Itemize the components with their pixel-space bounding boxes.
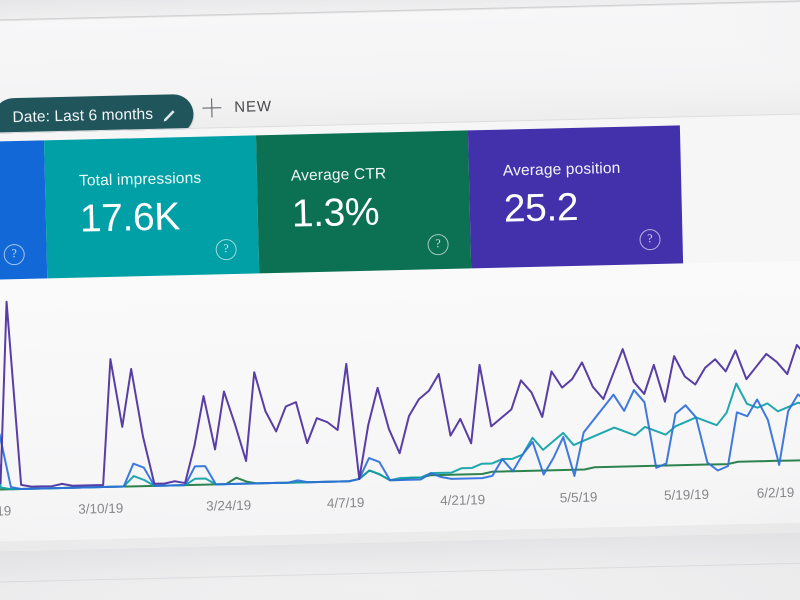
x-axis-tick-label: 3/10/19 [78,500,124,517]
x-axis-tick-label: 3/24/19 [205,497,252,514]
chart-line-average-position [0,293,800,489]
help-circle-icon[interactable]: ? [427,233,449,256]
x-axis-tick-label: 5/5/19 [559,489,598,506]
metric-cards-row: Total clicks3?Total impressions17.6K?Ave… [0,125,684,286]
plus-icon [202,98,221,117]
toolbar: Date: Last 6 months NEW [0,0,800,139]
pencil-icon [162,107,177,122]
chart-line-average-ctr [0,457,800,491]
chart-line-total-impressions [0,375,800,491]
help-circle-icon[interactable]: ? [639,228,661,251]
new-filter-button[interactable]: NEW [202,97,272,118]
x-axis-tick-label: 4/21/19 [439,492,486,509]
metric-card-2[interactable]: Total impressions 17.6K? [44,135,260,281]
x-axis-tick-label: 2/24/19 [0,503,12,520]
date-filter-label: Date: Last 6 months [12,105,154,127]
metric-card-value: 25.2 [503,185,579,231]
metric-card-title: Total impressions [78,169,202,190]
new-filter-label: NEW [234,98,273,116]
metric-card-value: 1.3% [291,190,380,236]
chart-line-total-clicks [0,363,800,491]
x-axis-tick-label: 5/19/19 [663,486,710,503]
help-circle-icon[interactable]: ? [215,238,237,261]
x-axis-tick-label: 6/2/19 [756,484,795,501]
metric-card-title: Total clicks [0,173,45,195]
x-axis-tick-label: 4/7/19 [326,494,365,511]
chart-plot-area [0,293,800,491]
metric-card-1[interactable]: Total clicks 3? [0,140,48,286]
metric-cards-bar: Total clicks3?Total impressions17.6K?Ave… [0,112,800,286]
performance-chart: 2/24/19 3/10/19 3/24/19 4/7/19 4/21/19 5/5/19… [0,258,800,543]
metric-card-4[interactable]: Average position 25.2? [467,125,684,271]
metric-card-value: 3 [0,200,46,243]
metric-card-title: Average position [502,159,621,180]
metric-card-3[interactable]: Average CTR 1.3%? [255,130,472,276]
metric-card-value: 17.6K [79,195,181,241]
metric-card-title: Average CTR [290,165,387,185]
help-circle-icon[interactable]: ? [3,243,25,266]
